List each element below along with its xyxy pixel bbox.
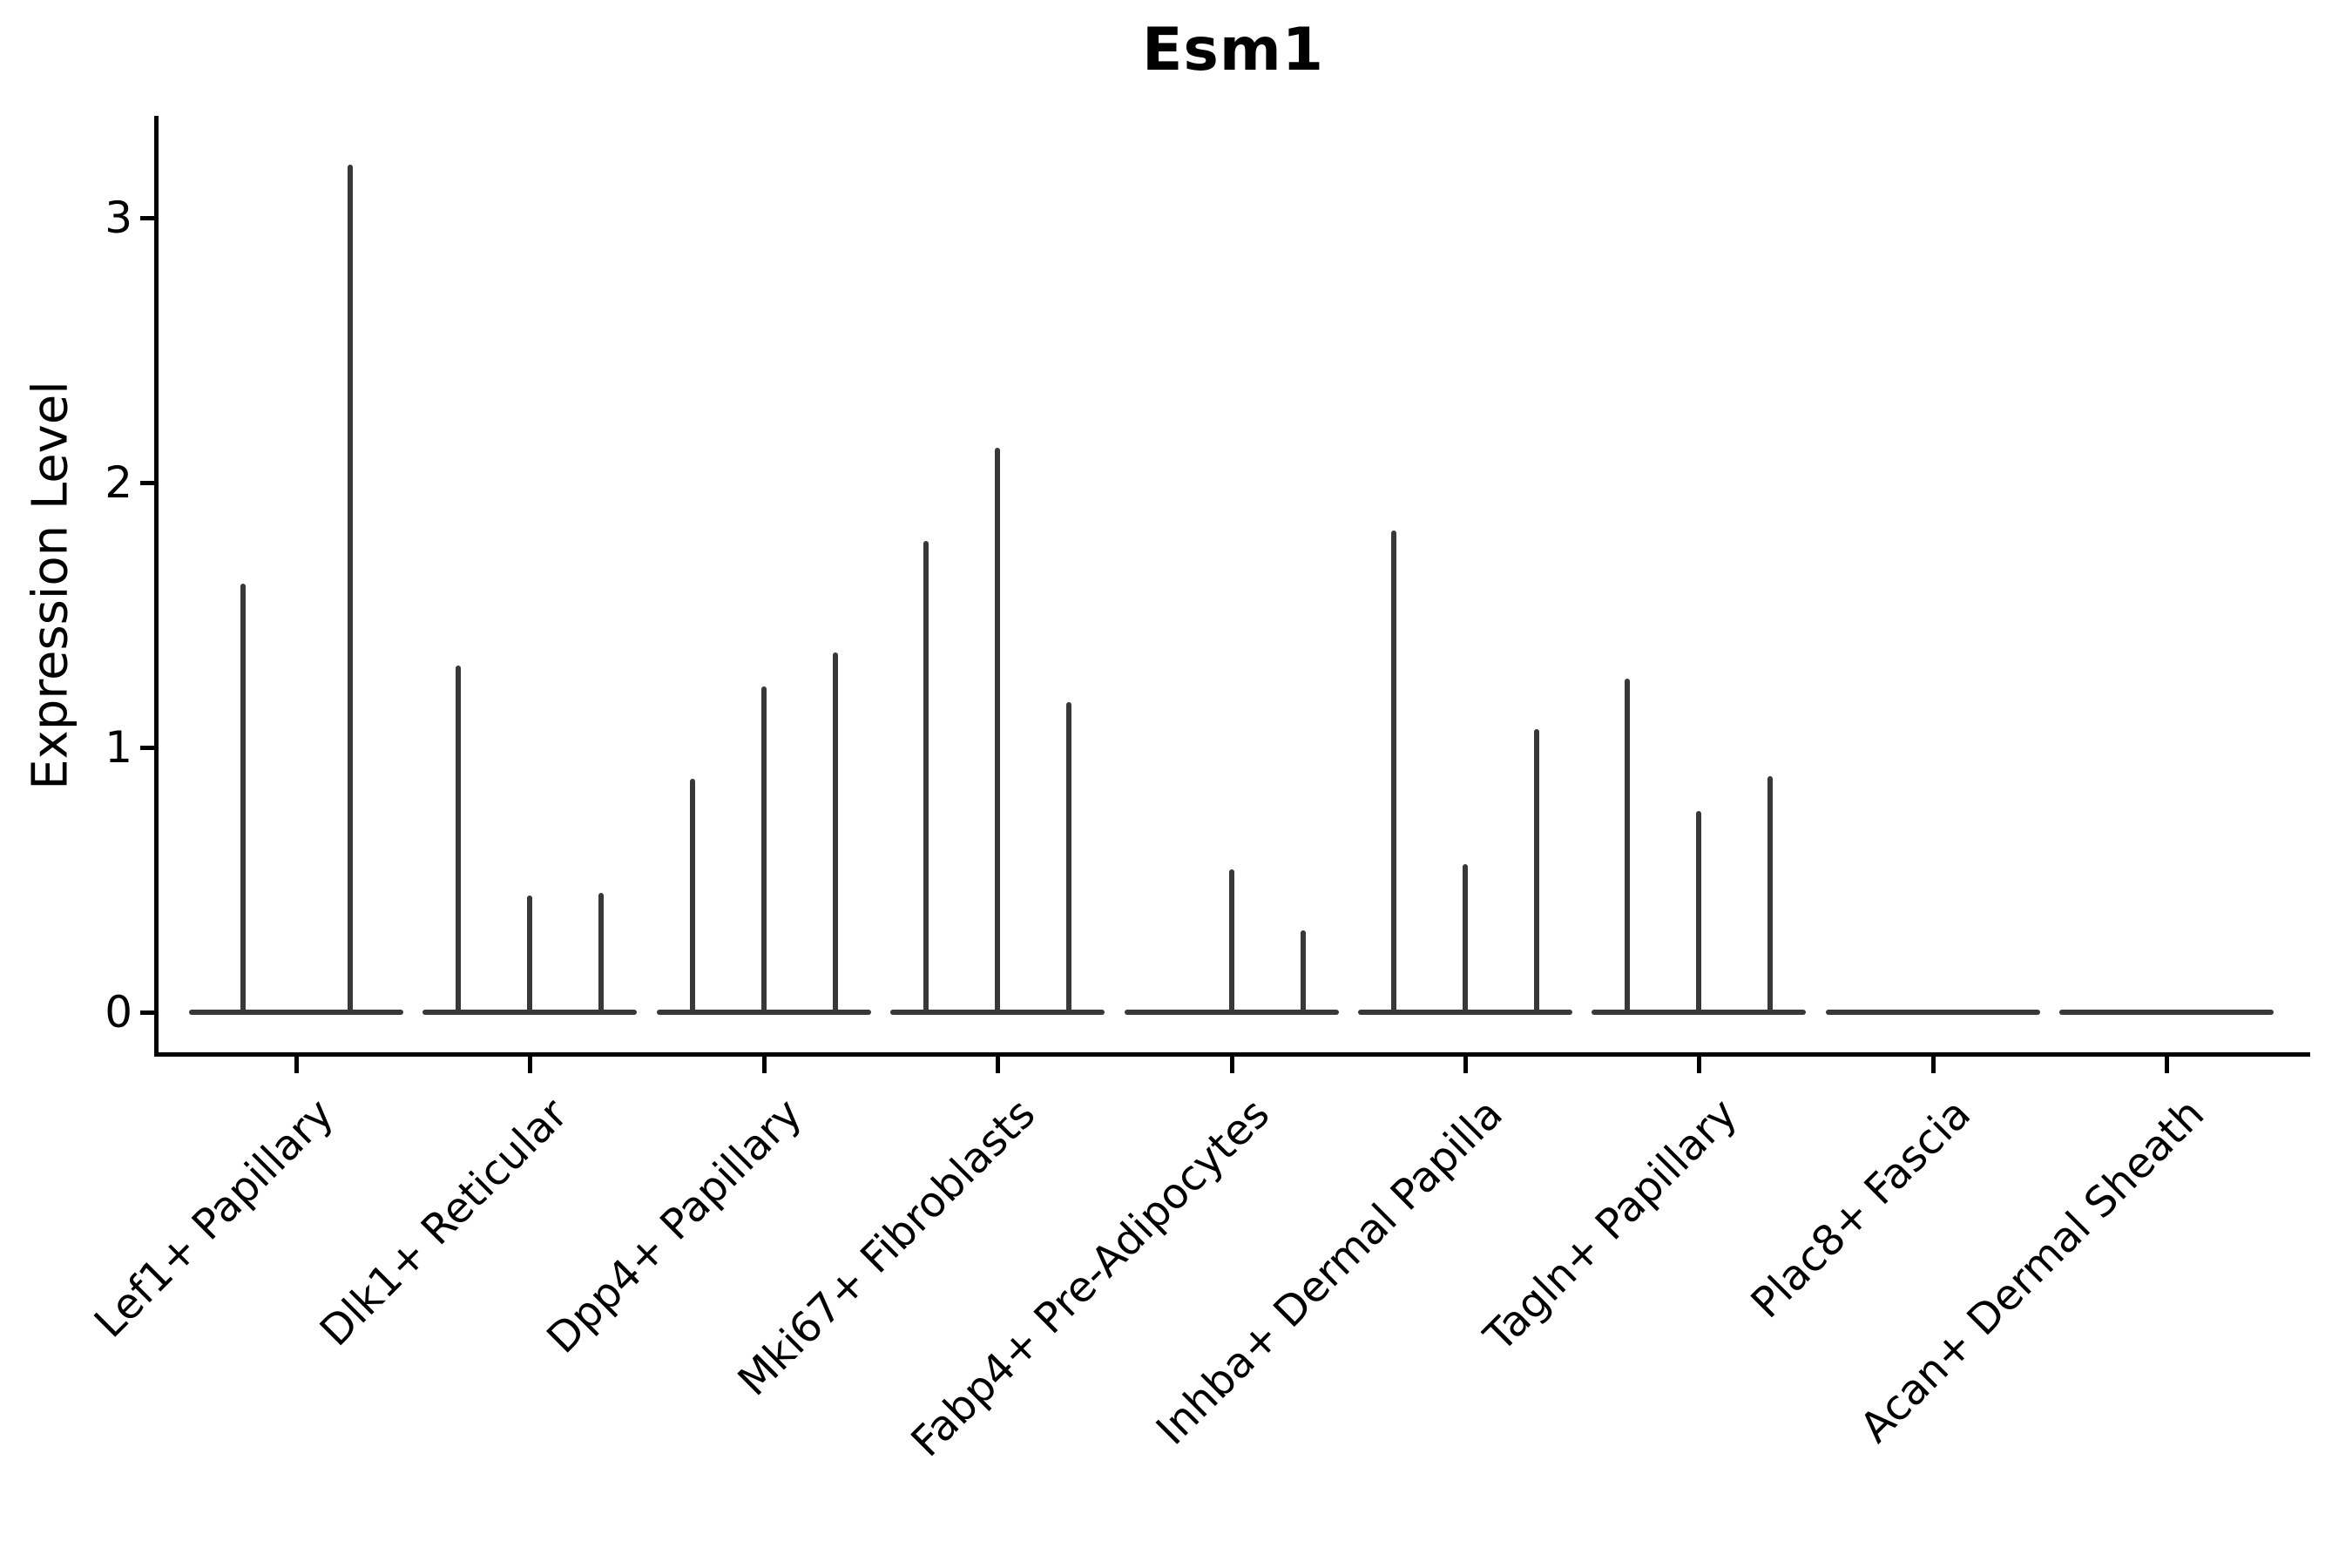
violin-spike bbox=[760, 686, 767, 1012]
x-tick-label: Tagln+ Papillary bbox=[1474, 1089, 1747, 1362]
violin-baseline bbox=[189, 1010, 403, 1015]
violin-spike bbox=[527, 896, 533, 1012]
x-tick-mark bbox=[528, 1057, 533, 1073]
violin-baseline bbox=[1124, 1010, 1339, 1015]
violin-spike bbox=[347, 165, 353, 1012]
chart-title: Esm1 bbox=[1141, 16, 1325, 84]
x-tick-label: Plac8+ Fascia bbox=[1741, 1089, 1980, 1328]
violin-spike bbox=[1066, 702, 1072, 1012]
y-tick-label: 2 bbox=[105, 457, 132, 508]
y-tick-mark bbox=[140, 746, 155, 750]
x-tick-label: Dlk1+ Reticular bbox=[310, 1089, 578, 1356]
violin-baseline bbox=[1825, 1010, 2040, 1015]
y-tick-mark bbox=[140, 1010, 155, 1015]
y-tick-label: 1 bbox=[105, 722, 132, 773]
y-tick-mark bbox=[140, 216, 155, 220]
x-tick-label: Lef1+ Papillary bbox=[85, 1089, 344, 1348]
x-tick-mark bbox=[1930, 1057, 1936, 1073]
x-axis-spine bbox=[154, 1052, 2310, 1057]
violin-baseline bbox=[890, 1010, 1105, 1015]
x-tick-mark bbox=[1697, 1057, 1702, 1073]
violin-spike bbox=[1300, 929, 1306, 1012]
violin-spike bbox=[689, 779, 695, 1012]
violin-spike bbox=[598, 893, 605, 1012]
violin-baseline bbox=[1358, 1010, 1572, 1015]
violin-spike bbox=[832, 652, 838, 1012]
violin-spike bbox=[923, 540, 929, 1012]
violin-baseline bbox=[2059, 1010, 2274, 1015]
violin-baseline bbox=[422, 1010, 638, 1015]
violin-spike bbox=[1391, 530, 1396, 1012]
violin-spike bbox=[995, 448, 1001, 1012]
violin-baseline bbox=[656, 1010, 871, 1015]
x-tick-mark bbox=[294, 1057, 299, 1073]
x-tick-mark bbox=[1229, 1057, 1234, 1073]
violin-baseline bbox=[1592, 1010, 1807, 1015]
violin-spike bbox=[1534, 728, 1539, 1012]
x-tick-mark bbox=[2165, 1057, 2170, 1073]
violin-spike bbox=[1228, 868, 1234, 1012]
x-tick-mark bbox=[761, 1057, 767, 1073]
y-tick-label: 0 bbox=[105, 987, 132, 1037]
y-tick-mark bbox=[140, 481, 155, 485]
violin-spike bbox=[1696, 810, 1702, 1012]
x-tick-mark bbox=[1463, 1057, 1468, 1073]
violin-spike bbox=[1625, 678, 1631, 1012]
violin-spike bbox=[456, 665, 462, 1012]
x-tick-label: Dpp4+ Papillary bbox=[537, 1089, 811, 1363]
violin-spike bbox=[1463, 863, 1468, 1012]
y-tick-label: 3 bbox=[105, 193, 132, 243]
violin-spike bbox=[240, 583, 246, 1012]
x-tick-mark bbox=[996, 1057, 1001, 1073]
y-axis-spine bbox=[154, 116, 159, 1057]
violin-spike bbox=[1767, 776, 1774, 1012]
